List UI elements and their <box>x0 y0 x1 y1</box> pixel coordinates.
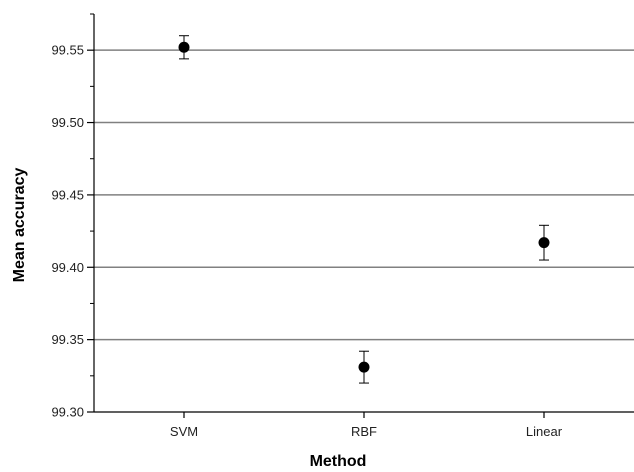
data-point-rbf <box>358 350 370 384</box>
y-tick-label: 99.30 <box>51 405 84 420</box>
data-point-linear <box>538 224 550 261</box>
y-ticks: 99.30 99.35 99.40 99.45 99.50 99.55 <box>51 13 94 420</box>
x-tick-label: SVM <box>170 424 198 439</box>
point-marker <box>358 361 370 373</box>
x-axis-title: Method <box>310 453 367 470</box>
y-axis-title: Mean accuracy <box>11 168 28 283</box>
data-points <box>178 35 550 384</box>
data-point-svm <box>178 35 190 60</box>
y-tick-label: 99.50 <box>51 115 84 130</box>
y-tick-label: 99.40 <box>51 260 84 275</box>
grid-lines <box>94 49 634 341</box>
x-ticks: SVM RBF Linear <box>170 412 563 439</box>
point-marker <box>538 237 550 249</box>
x-tick-label: RBF <box>351 424 377 439</box>
x-tick-label: Linear <box>526 424 563 439</box>
y-tick-label: 99.45 <box>51 187 84 202</box>
point-marker <box>178 41 190 53</box>
y-tick-label: 99.55 <box>51 43 84 58</box>
y-tick-label: 99.35 <box>51 332 84 347</box>
